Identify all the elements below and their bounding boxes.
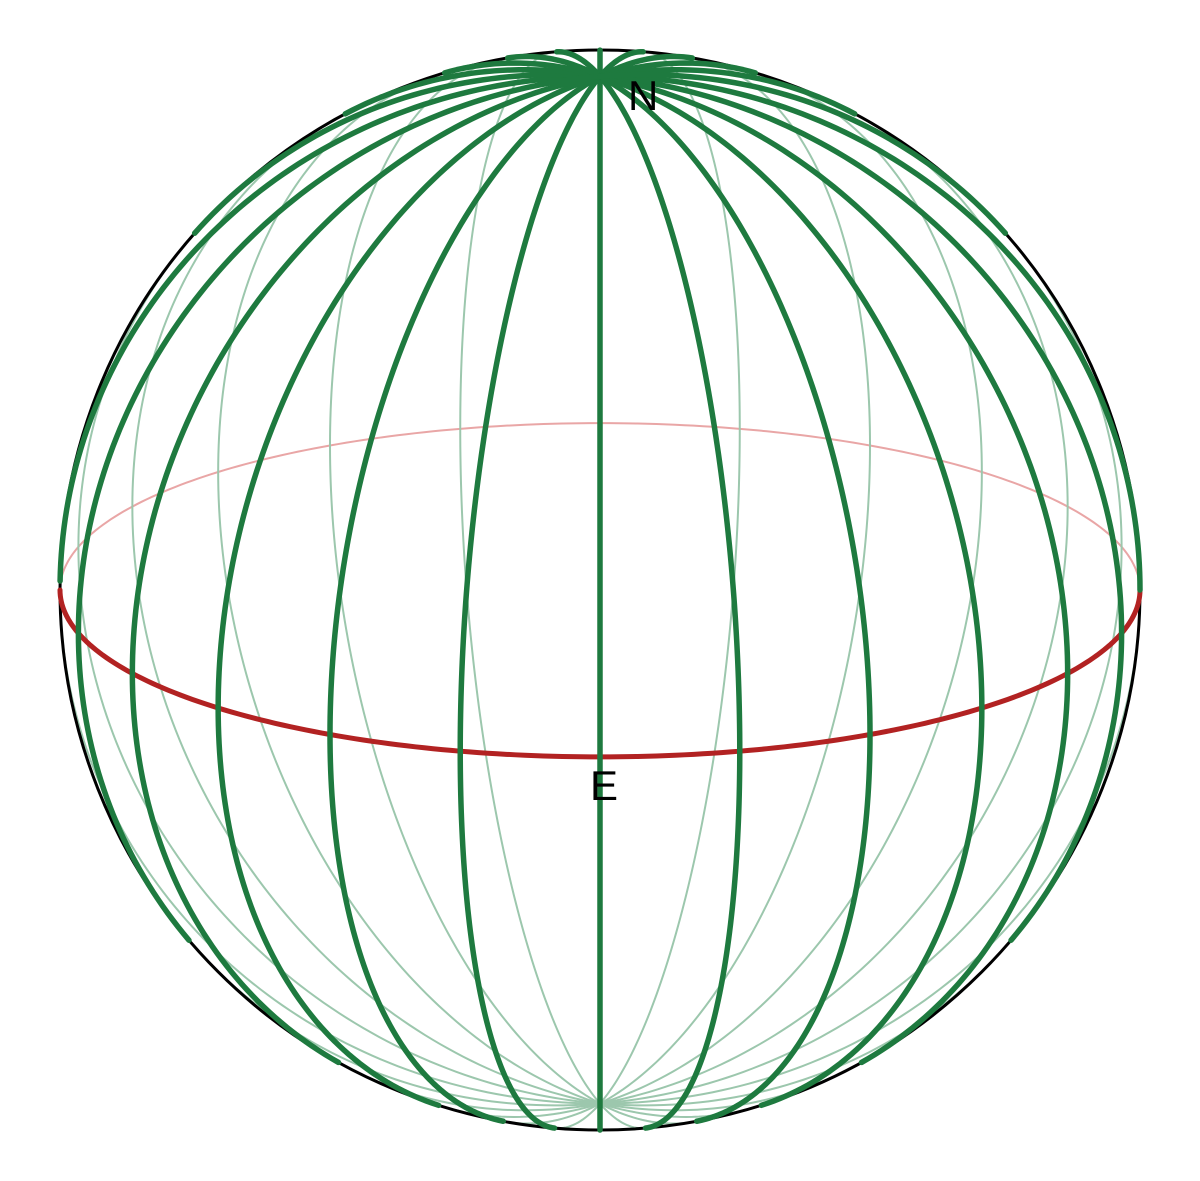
label-north: N	[628, 72, 658, 119]
meridian-front	[600, 76, 1140, 590]
meridian-back	[460, 52, 643, 1128]
meridian-front	[600, 75, 1005, 234]
meridian-front	[195, 75, 600, 234]
meridian-back	[345, 118, 1067, 1111]
meridian-back	[218, 75, 755, 1117]
meridian-front	[60, 76, 600, 581]
meridian-front	[600, 76, 740, 1128]
meridian-front	[218, 76, 600, 1105]
meridian-front	[460, 76, 600, 1128]
front-layer	[60, 50, 1140, 1130]
meridian-back	[508, 59, 870, 1124]
meridian-back	[132, 118, 854, 1111]
label-equator: E	[590, 762, 618, 809]
meridian-back	[330, 59, 692, 1124]
meridian-back	[445, 75, 982, 1117]
meridian-front	[600, 76, 982, 1105]
meridian-back	[557, 52, 740, 1128]
